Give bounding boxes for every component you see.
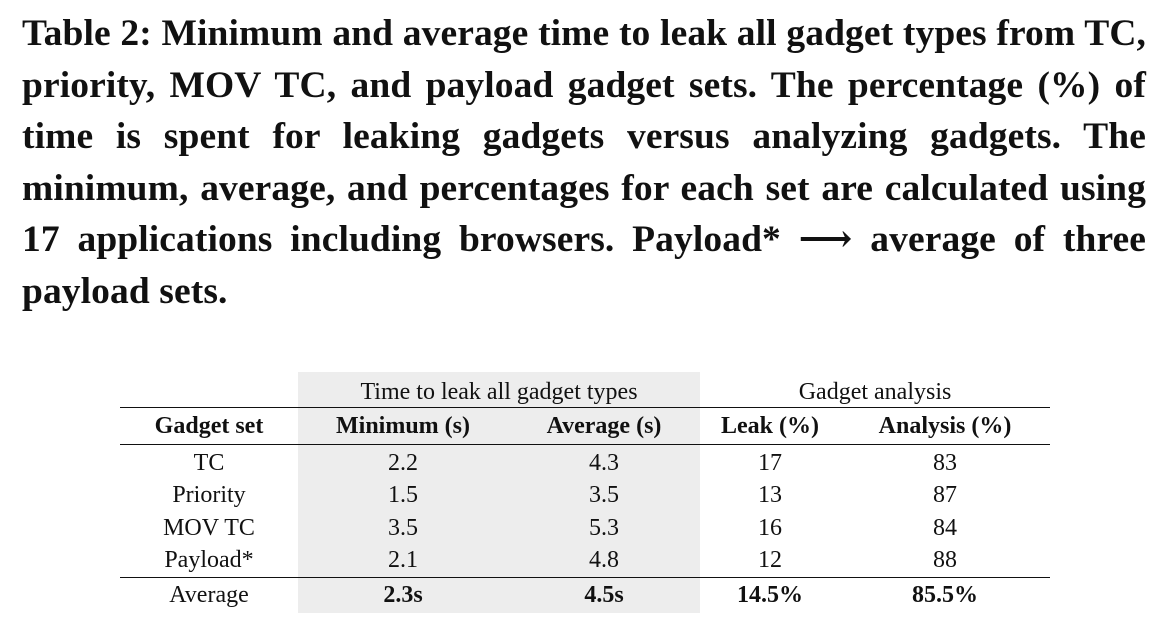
cell-analysis: 83 xyxy=(933,449,958,476)
cell-average-label: Average xyxy=(120,577,298,613)
cell-minimum: 2.1 xyxy=(298,544,508,578)
cell-analysis: 84 xyxy=(933,514,958,541)
table-row: Priority 1.5 3.5 13 87 xyxy=(120,479,1050,512)
cell-analysis: 88 xyxy=(933,547,958,574)
column-header-gadget-set: Gadget set xyxy=(120,407,298,445)
cell-leak: 17 xyxy=(758,449,783,476)
average-row: Average 2.3s 4.5s 14.5% 85.5% xyxy=(120,577,1051,613)
column-header-row: Gadget set Minimum (s) Average (s) Leak … xyxy=(120,407,1051,445)
cell-gadget-set: MOV TC xyxy=(163,514,255,541)
table-row: MOV TC 3.5 5.3 16 84 xyxy=(120,512,1050,545)
cell-minimum: 1.5 xyxy=(298,479,508,512)
cell-average-analysis: 85.5% xyxy=(840,577,1051,613)
cell-average: 5.3 xyxy=(508,512,701,545)
cell-average: 4.3 xyxy=(508,444,701,480)
cell-average-minimum: 2.3s xyxy=(298,577,508,613)
group-header-analysis: Gadget analysis xyxy=(700,372,1051,408)
cell-minimum: 2.2 xyxy=(298,444,508,480)
cell-analysis: 87 xyxy=(933,482,958,509)
group-header-time: Time to leak all gadget types xyxy=(298,372,701,408)
cell-gadget-set: Payload* xyxy=(164,547,254,574)
cell-leak: 12 xyxy=(758,547,783,574)
group-header-blank xyxy=(120,372,298,408)
table-row: Payload* 2.1 4.8 12 88 xyxy=(120,544,1050,578)
table-row: TC 2.2 4.3 17 83 xyxy=(120,444,1050,480)
column-header-average: Average (s) xyxy=(508,407,701,445)
results-table: Time to leak all gadget types Gadget ana… xyxy=(120,372,1051,613)
table-caption: Table 2: Minimum and average time to lea… xyxy=(22,13,1146,312)
results-table-container: Time to leak all gadget types Gadget ana… xyxy=(120,372,1051,613)
cell-leak: 13 xyxy=(758,482,783,509)
group-header-row: Time to leak all gadget types Gadget ana… xyxy=(120,372,1051,408)
cell-average-leak: 14.5% xyxy=(700,577,841,613)
cell-leak: 16 xyxy=(758,514,783,541)
cell-minimum: 3.5 xyxy=(298,512,508,545)
column-header-leak: Leak (%) xyxy=(700,407,841,445)
cell-average: 3.5 xyxy=(508,479,701,512)
column-header-analysis: Analysis (%) xyxy=(840,407,1051,445)
cell-average-average: 4.5s xyxy=(508,577,701,613)
cell-gadget-set: Priority xyxy=(172,482,246,509)
cell-average: 4.8 xyxy=(508,544,701,578)
cell-gadget-set: TC xyxy=(193,449,225,476)
column-header-minimum: Minimum (s) xyxy=(298,407,508,445)
